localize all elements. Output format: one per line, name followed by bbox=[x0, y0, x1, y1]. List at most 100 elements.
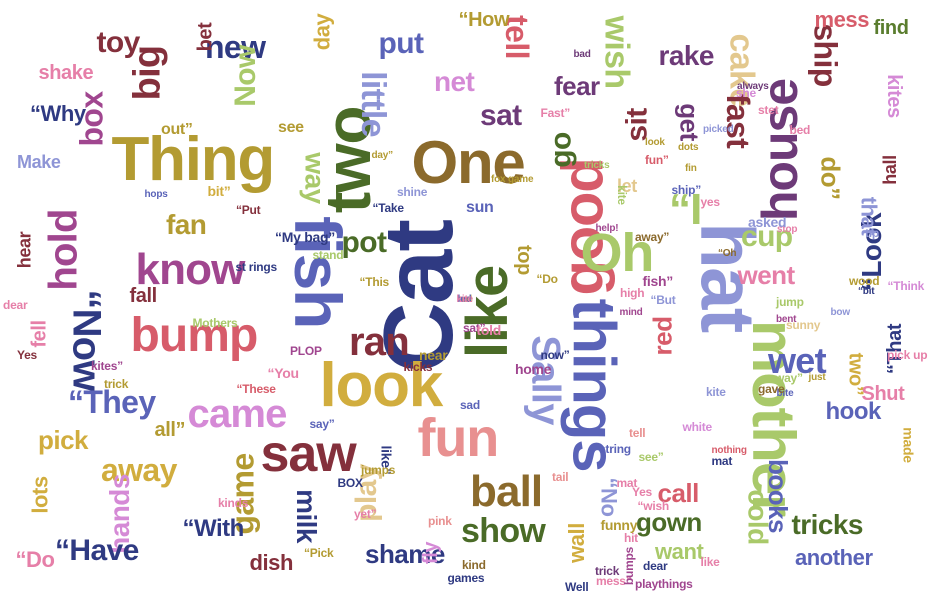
word-53: fan bbox=[166, 209, 207, 240]
word-56: cup bbox=[741, 220, 793, 253]
word-198: led bbox=[457, 294, 472, 305]
word-29: put bbox=[378, 27, 424, 60]
word-177: help! bbox=[595, 223, 619, 234]
word-126: way” bbox=[775, 371, 803, 385]
word-35: go bbox=[544, 132, 578, 168]
word-83: dish bbox=[249, 550, 294, 575]
word-71: hook bbox=[825, 398, 882, 425]
word-90: want bbox=[655, 539, 704, 564]
word-122: nothing bbox=[711, 445, 747, 456]
word-127: sunny bbox=[786, 318, 821, 332]
word-185: asked bbox=[748, 214, 787, 230]
word-171: high bbox=[620, 286, 645, 300]
word-105: tricks bbox=[584, 160, 610, 171]
word-50: bet bbox=[193, 22, 216, 52]
word-128: mind bbox=[619, 307, 643, 318]
word-113: bow bbox=[830, 307, 851, 318]
word-60: hall bbox=[879, 155, 900, 185]
word-21: ball bbox=[470, 467, 543, 516]
word-156: BOX bbox=[337, 476, 364, 490]
word-87: fly bbox=[420, 541, 443, 565]
word-191: mat bbox=[616, 476, 638, 490]
word-86: shame bbox=[365, 539, 445, 569]
word-73: pick bbox=[38, 425, 88, 455]
word-30: net bbox=[434, 66, 475, 97]
word-150: “This bbox=[359, 275, 390, 289]
word-79: “Have bbox=[55, 534, 139, 567]
word-66: top bbox=[512, 245, 535, 275]
word-173: fish” bbox=[642, 273, 674, 289]
word-107: Fast” bbox=[540, 106, 571, 120]
word-179: picked bbox=[703, 124, 734, 135]
word-170: like bbox=[700, 555, 720, 569]
word-74: away bbox=[101, 452, 177, 488]
word-12: look bbox=[319, 351, 444, 420]
word-80: “Do bbox=[15, 547, 55, 572]
word-3: Thing bbox=[111, 125, 276, 194]
word-93: tricks bbox=[791, 509, 864, 540]
word-131: just bbox=[808, 372, 826, 383]
word-134: “These bbox=[236, 382, 276, 396]
word-78: “With bbox=[182, 515, 245, 542]
word-155: yet” bbox=[354, 507, 377, 521]
word-28: little bbox=[353, 71, 392, 137]
word-82: milk bbox=[290, 489, 322, 543]
word-149: “My bag” bbox=[275, 229, 335, 245]
word-148: stand bbox=[312, 248, 344, 262]
word-40: ship bbox=[807, 23, 844, 87]
word-11: like bbox=[455, 265, 521, 359]
word-114: stop bbox=[777, 224, 798, 235]
word-42: mess bbox=[814, 7, 870, 32]
word-159: “Pick bbox=[304, 546, 334, 560]
word-165: Well bbox=[565, 580, 589, 594]
word-182: yes bbox=[700, 195, 721, 209]
word-5: One bbox=[411, 129, 526, 196]
word-124: white bbox=[682, 420, 713, 434]
word-68: wet bbox=[768, 340, 827, 381]
word-65: ran bbox=[349, 320, 410, 364]
word-95: wall bbox=[563, 523, 589, 563]
word-193: Yes bbox=[632, 485, 652, 499]
word-164: mess” bbox=[596, 574, 632, 588]
word-46: do” bbox=[815, 156, 846, 200]
word-92: cold bbox=[742, 489, 774, 545]
word-103: hops bbox=[144, 189, 168, 200]
word-27: Now bbox=[228, 45, 262, 107]
word-14: know bbox=[135, 245, 246, 294]
word-18: Oh bbox=[580, 223, 655, 283]
word-108: look bbox=[645, 137, 665, 148]
word-184: stet bbox=[758, 103, 779, 117]
word-181: fin bbox=[685, 163, 697, 174]
word-88: call bbox=[657, 478, 700, 508]
word-117: wood bbox=[849, 274, 880, 288]
word-64: “They bbox=[68, 384, 156, 420]
word-188: kite bbox=[706, 385, 726, 399]
word-51: “Why bbox=[30, 101, 86, 126]
word-190: tell bbox=[629, 426, 646, 440]
word-194: “wish bbox=[637, 499, 670, 513]
word-142: trick bbox=[104, 377, 129, 391]
word-72: Shut bbox=[861, 383, 905, 405]
word-116: bent bbox=[776, 314, 797, 325]
word-44: kites bbox=[882, 74, 905, 118]
word-106: fox game bbox=[491, 174, 534, 185]
word-120: pick up bbox=[887, 348, 928, 362]
word-62: fall bbox=[129, 285, 158, 307]
word-77: lots bbox=[27, 476, 53, 514]
word-180: dots bbox=[678, 142, 699, 153]
word-112: “Oh bbox=[718, 248, 737, 259]
word-39: fast bbox=[720, 93, 757, 149]
word-61: hear bbox=[13, 231, 34, 269]
word-186: bed bbox=[789, 123, 811, 137]
word-189: string bbox=[599, 442, 631, 456]
word-140: sad bbox=[460, 398, 480, 412]
word-101: out” bbox=[161, 121, 193, 138]
word-160: kinds bbox=[218, 496, 249, 510]
word-167: bumps bbox=[622, 546, 637, 586]
word-166: trick bbox=[595, 564, 620, 578]
word-146: Mothers bbox=[192, 316, 238, 330]
word-199: kite bbox=[456, 294, 474, 305]
word-100: bit” bbox=[207, 183, 231, 199]
word-47: day bbox=[308, 13, 334, 51]
